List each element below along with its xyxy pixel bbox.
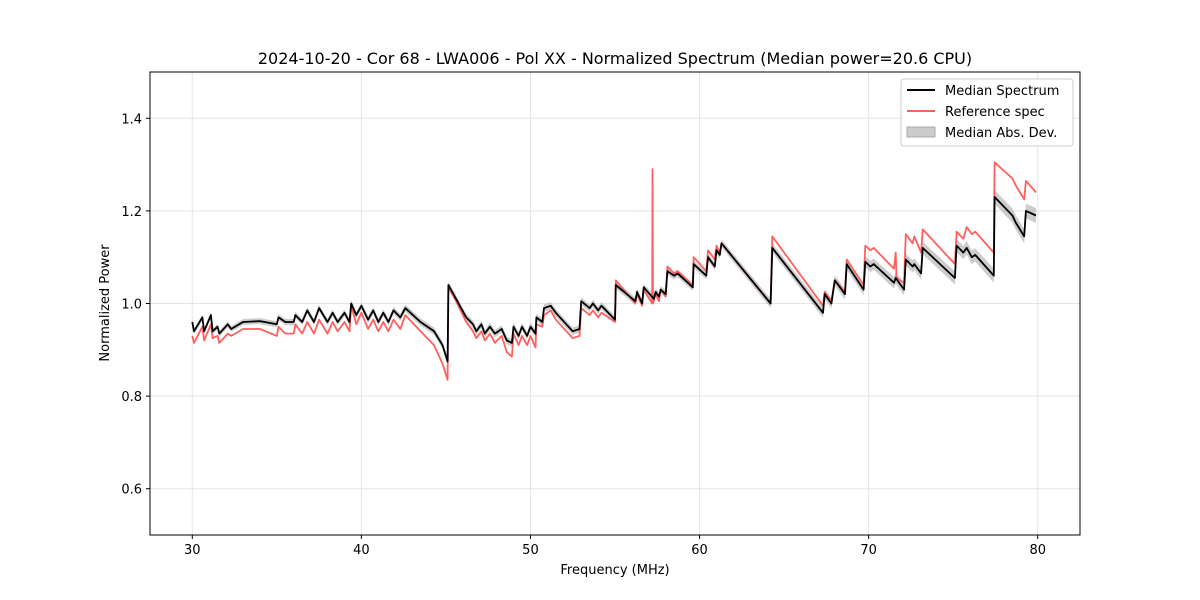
x-tick-label: 80 — [1029, 543, 1046, 558]
legend-median: Median Spectrum — [945, 84, 1059, 99]
y-tick-label: 1.0 — [121, 298, 142, 313]
chart-title: 2024-10-20 - Cor 68 - LWA006 - Pol XX - … — [258, 49, 972, 68]
y-tick-label: 0.6 — [121, 483, 142, 498]
legend: Median Spectrum Reference spec Median Ab… — [900, 78, 1074, 147]
y-tick-label: 1.4 — [121, 112, 142, 127]
legend-mad: Median Abs. Dev. — [945, 126, 1057, 141]
x-tick-label: 30 — [184, 543, 201, 558]
legend-mad-swatch — [906, 126, 936, 138]
reference-spec-line — [191, 161, 1037, 381]
y-tick-label: 1.2 — [121, 205, 142, 220]
axis-ticks: 30 40 50 60 70 80 0.6 0.8 1.0 1.2 1.4 — [121, 112, 1046, 558]
median-spectrum-line — [191, 196, 1037, 363]
x-tick-label: 40 — [353, 543, 370, 558]
mad-band — [192, 190, 1037, 366]
legend-reference: Reference spec — [945, 105, 1045, 120]
y-axis-label: Normalized Power — [98, 244, 113, 362]
x-tick-label: 60 — [691, 543, 708, 558]
x-axis-label: Frequency (MHz) — [560, 563, 669, 578]
x-tick-label: 50 — [522, 543, 539, 558]
x-tick-label: 70 — [860, 543, 877, 558]
y-tick-label: 0.8 — [121, 390, 142, 405]
